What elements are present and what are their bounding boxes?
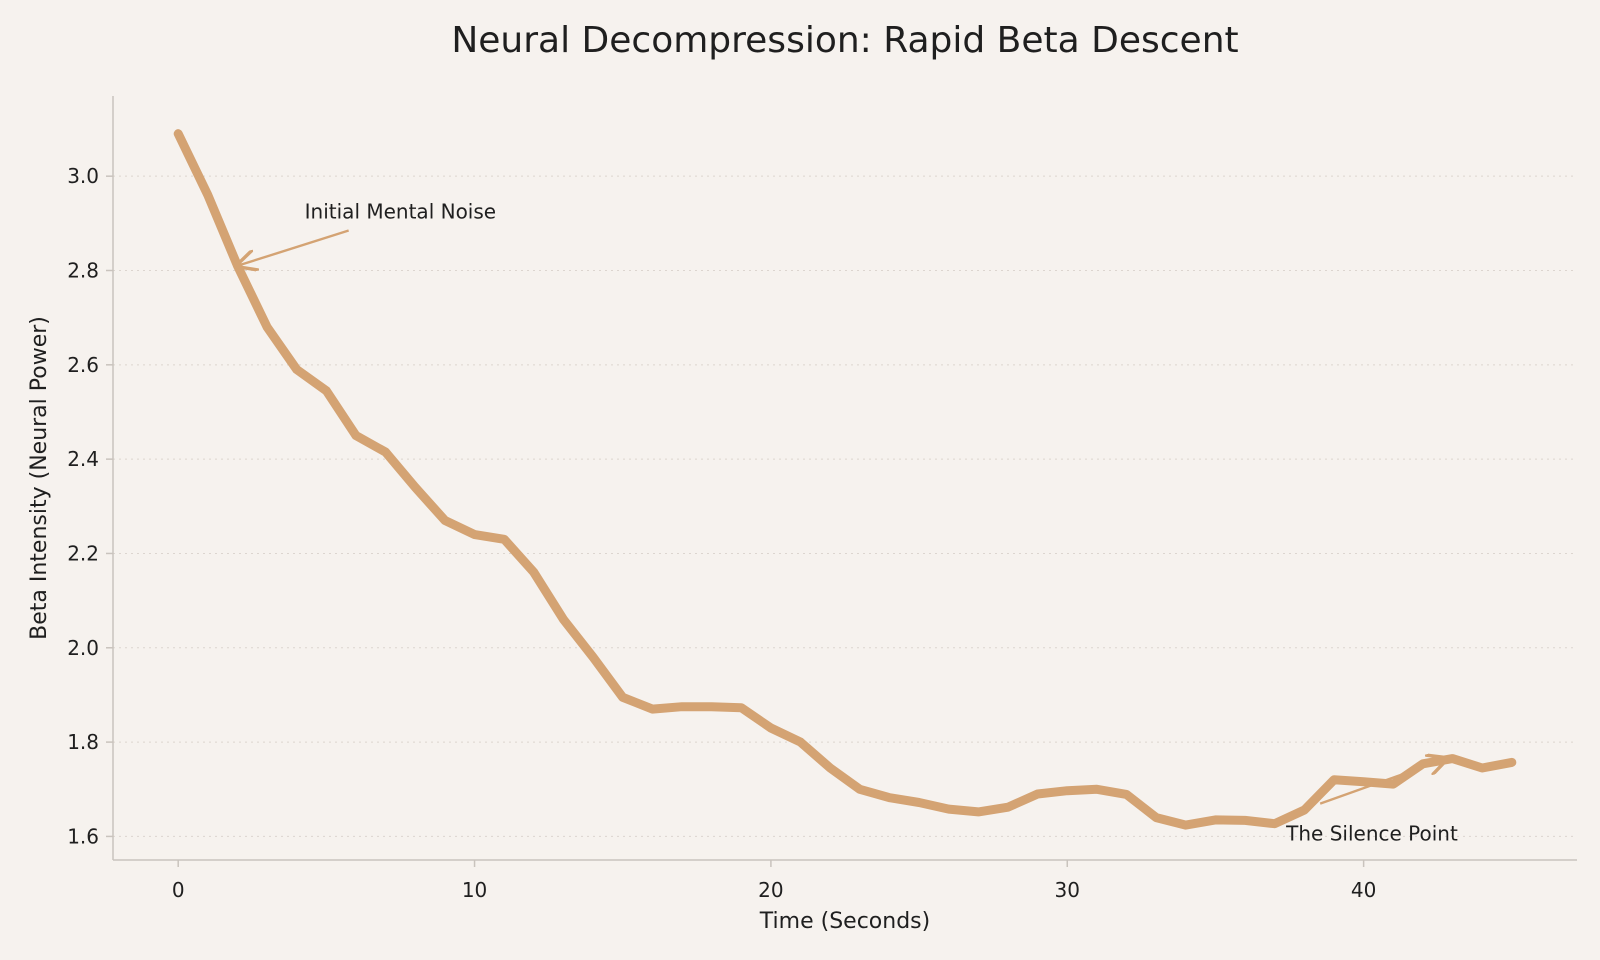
y-tick-label: 2.8 — [67, 258, 99, 282]
x-tick-label: 30 — [1055, 878, 1080, 902]
y-axis-label: Beta Intensity (Neural Power) — [27, 316, 52, 640]
series — [173, 129, 1517, 830]
annotation-arrow — [237, 229, 350, 266]
annotation-arrow — [1319, 759, 1446, 805]
annotation-label: Initial Mental Noise — [305, 200, 496, 224]
x-tick-label: 40 — [1351, 878, 1376, 902]
x-tick-label: 10 — [462, 878, 487, 902]
x-tick-label: 0 — [172, 878, 185, 902]
y-tick-label: 2.6 — [67, 353, 99, 377]
y-tick-label: 2.0 — [67, 636, 99, 660]
gridlines — [113, 175, 1577, 837]
y-tick-label: 2.2 — [67, 541, 99, 565]
axes — [112, 96, 1577, 861]
annotation-label: The Silence Point — [1285, 822, 1458, 846]
y-tick-label: 3.0 — [67, 164, 99, 188]
chart-title: Neural Decompression: Rapid Beta Descent — [451, 20, 1238, 61]
annotations: Initial Mental Noise The Silence Point — [237, 200, 1458, 846]
y-tick-label: 1.6 — [67, 824, 99, 848]
ticks: 1.6 1.8 2.0 2.2 2.4 2.6 2.8 3.0 0 10 20 30 40 — [67, 164, 1376, 902]
x-tick-label: 20 — [758, 878, 783, 902]
beta-intensity-line — [173, 129, 1517, 830]
y-tick-label: 2.4 — [67, 447, 99, 471]
y-tick-label: 1.8 — [67, 730, 99, 754]
x-axis-label: Time (Seconds) — [759, 909, 930, 934]
